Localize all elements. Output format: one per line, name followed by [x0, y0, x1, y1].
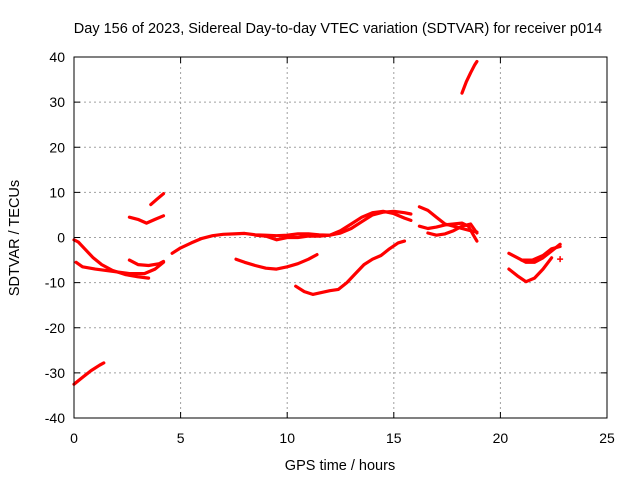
y-tick-label: 20: [49, 139, 65, 155]
x-tick-label: 10: [279, 430, 295, 446]
y-tick-label: -10: [45, 275, 65, 291]
y-tick-label: 30: [49, 94, 65, 110]
data-traces: [72, 59, 564, 386]
plot-frame: [73, 56, 608, 419]
series-track-4: [127, 214, 166, 225]
x-tick-label: 5: [177, 430, 185, 446]
series-track-14: [460, 59, 479, 95]
series-track-9: [234, 253, 319, 271]
series-track-13: [426, 222, 479, 237]
y-tick-label: 10: [49, 184, 65, 200]
series-track-2: [74, 260, 166, 276]
series-track-17: [520, 244, 562, 262]
x-tick-label: 20: [493, 430, 509, 446]
series-track-16: [507, 256, 554, 284]
y-tick-label: -30: [45, 365, 65, 381]
y-tick-label: -20: [45, 320, 65, 336]
y-tick-label: 40: [49, 49, 65, 65]
chart-title: Day 156 of 2023, Sidereal Day-to-day VTE…: [74, 21, 602, 37]
series-track-10: [294, 239, 407, 296]
x-tick-label: 15: [386, 430, 402, 446]
y-tick-label: -40: [45, 410, 65, 426]
series-track-3: [72, 361, 106, 386]
outlier-point: [557, 256, 564, 263]
series-track-5: [149, 192, 166, 207]
grid-lines: [74, 57, 607, 418]
series-track-8: [253, 209, 413, 242]
series-track-12: [417, 221, 479, 243]
series-track-6: [127, 258, 166, 268]
x-tick-label: 25: [599, 430, 615, 446]
x-tick-label: 0: [70, 430, 78, 446]
y-tick-label: 0: [57, 230, 65, 246]
series-track-7: [170, 209, 413, 255]
axis-ticks: 0 5 10 15 20 25 -40 -30 -20 -10 0 10 20 30 40: [45, 49, 615, 446]
x-axis-label: GPS time / hours: [285, 458, 395, 474]
series-track-15: [507, 242, 562, 264]
series-track-1: [72, 238, 151, 280]
y-axis-label: SDTVAR / TECUs: [7, 180, 23, 296]
